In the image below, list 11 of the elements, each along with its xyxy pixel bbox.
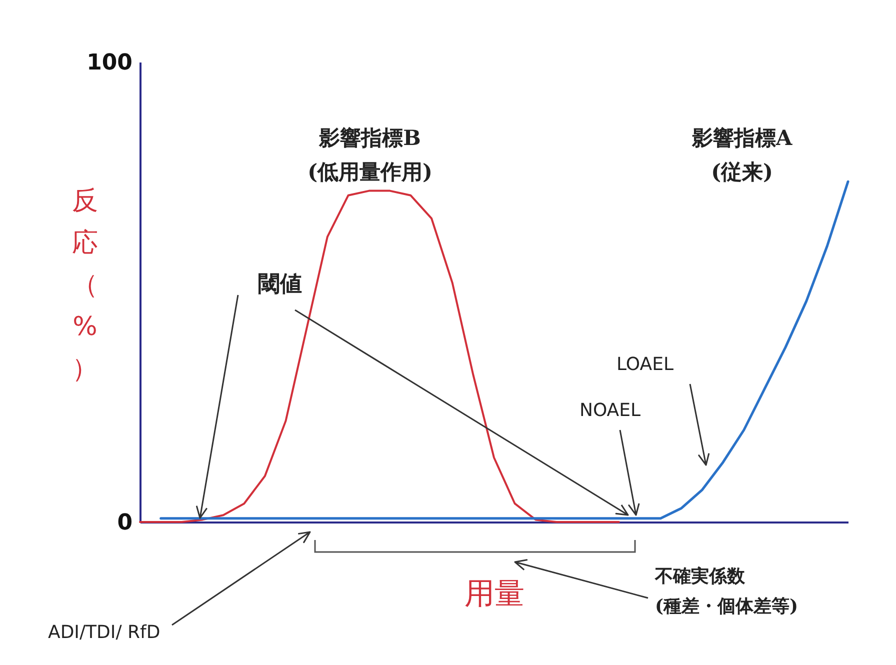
annotation: LOAEL [616, 354, 674, 375]
y-axis-title: 反応（%） [72, 186, 98, 384]
text: 影響指標A (従来) [690, 125, 793, 184]
text: ADI/TDI/ RfD [48, 622, 160, 643]
annotation: NOAEL [579, 400, 641, 421]
y-tick-label: 100 [86, 50, 132, 76]
y-tick-label: 0 [117, 510, 132, 536]
x-axis-title: 用量 [464, 576, 524, 612]
text: 不確実係数 (種差・個体差等) [654, 566, 798, 617]
annotation: 閾値 [258, 271, 302, 297]
series-label: 影響指標B (低用量作用) [308, 125, 432, 184]
